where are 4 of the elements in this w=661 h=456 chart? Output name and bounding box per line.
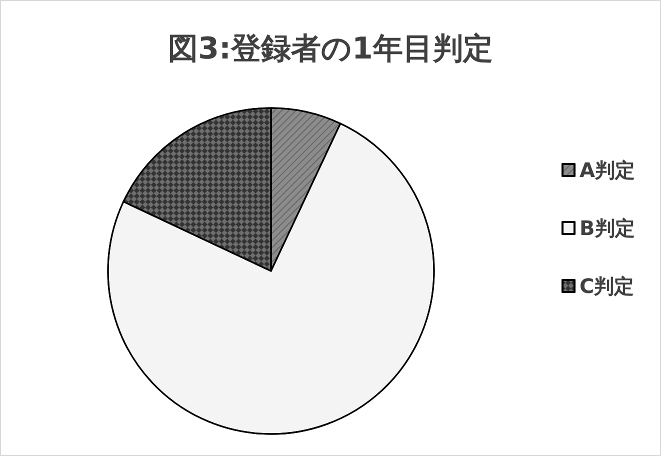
legend-label: B判定 [580,216,635,240]
chart-title: 図3:登録者の1年目判定 [168,32,493,66]
legend-label: A判定 [580,158,636,182]
legend-label: C判定 [580,274,634,298]
